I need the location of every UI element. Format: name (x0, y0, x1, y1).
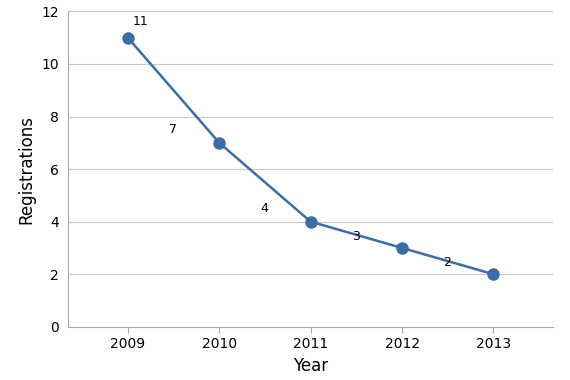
Text: 4: 4 (260, 202, 268, 215)
Y-axis label: Registrations: Registrations (18, 115, 35, 223)
X-axis label: Year: Year (293, 357, 328, 375)
Text: 2: 2 (443, 256, 451, 269)
Text: 7: 7 (169, 123, 177, 136)
Text: 11: 11 (132, 16, 148, 28)
Text: 3: 3 (352, 230, 360, 243)
